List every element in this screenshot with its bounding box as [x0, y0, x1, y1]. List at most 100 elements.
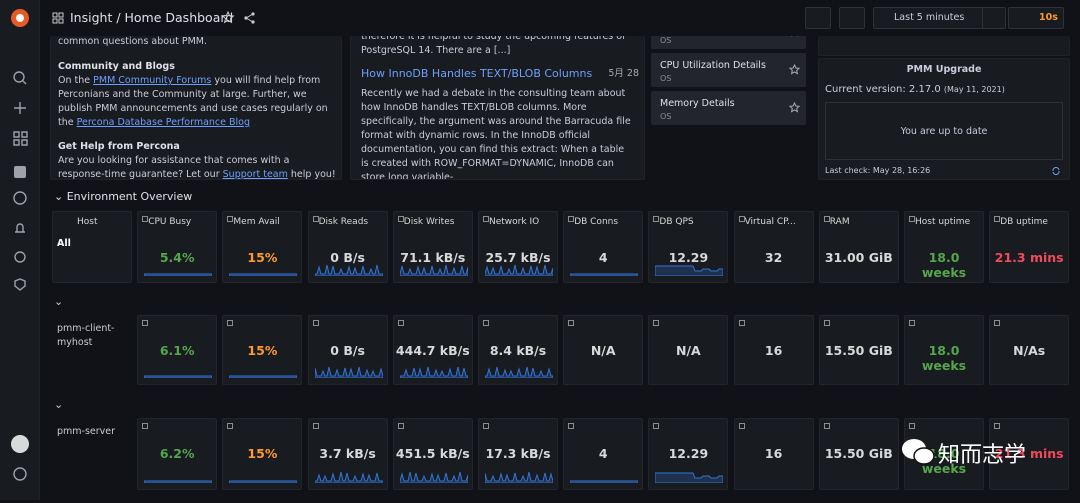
- stat-cell: N/A: [648, 315, 729, 385]
- news-date: 5月 28: [608, 68, 639, 79]
- panel-link-icon: [738, 320, 745, 326]
- refresh-check[interactable]: [1051, 166, 1061, 176]
- stat-value: 15%: [247, 446, 278, 461]
- watermark-text: 知而志学: [938, 443, 1027, 468]
- pmm-icon[interactable]: [14, 166, 26, 178]
- time-picker[interactable]: Last 5 minutes: [873, 7, 986, 29]
- settings-button[interactable]: [805, 7, 831, 29]
- star-icon[interactable]: [789, 36, 800, 37]
- upgrade-version: Current version: 2.17.0 (May 11, 2021): [825, 84, 1005, 95]
- stat-value: 25.7 kB/s: [485, 250, 551, 265]
- stat-cell: 18.0 weeks: [904, 418, 984, 490]
- panel-link-icon: [312, 423, 319, 429]
- link[interactable]: PMM Community Forums: [93, 75, 212, 86]
- stat-value: N/As: [1013, 343, 1046, 358]
- row-title: Environment Overview: [66, 190, 193, 203]
- dashboard-tag: OS: [660, 112, 672, 121]
- title-actions[interactable]: [222, 11, 258, 25]
- stat-cell: DB QPS 12.29: [648, 211, 729, 283]
- stat-cell: 0 B/s: [307, 315, 388, 385]
- stat-value: 16: [764, 343, 783, 358]
- sparkline: [570, 273, 639, 276]
- row-toggle: ⌄: [54, 398, 64, 411]
- panel-link-icon: [227, 216, 234, 222]
- grid-icon: [52, 12, 64, 24]
- column-header: Virtual CP...: [744, 217, 796, 227]
- stat-cell: 12.29: [648, 418, 729, 490]
- dashboard-item[interactable]: CPU Utilization Details OS: [651, 53, 806, 87]
- news-title[interactable]: How InnoDB Handles TEXT/BLOB Columns: [361, 67, 593, 80]
- panel-link-icon: [994, 423, 1001, 429]
- watermark-icon: [902, 439, 935, 465]
- section-heading: Get Help from Percona: [58, 141, 180, 152]
- news-previous: therefore it is helpful to study the upc…: [361, 36, 626, 56]
- text-segment: On the: [58, 75, 94, 86]
- panel-link-icon: [653, 216, 660, 222]
- info-content: common questions about PMM. Community and…: [58, 36, 338, 180]
- panel-link-icon: [994, 216, 1001, 222]
- column-header: DB Conns: [574, 217, 619, 227]
- help-icon[interactable]: [13, 467, 27, 481]
- column-header: Disk Writes: [403, 217, 455, 227]
- column-header: DB uptime: [1000, 217, 1048, 227]
- stat-value: 451.5 kB/s: [395, 446, 470, 461]
- panel-link-icon: [483, 320, 489, 326]
- version-date: (May 11, 2021): [943, 85, 1005, 94]
- sparkline: [144, 273, 213, 276]
- star-icon[interactable]: [789, 64, 800, 75]
- text-segment: help you! Already a customer?: [290, 169, 336, 180]
- row-toggle: ⌄: [54, 295, 64, 308]
- dashboard-item[interactable]: Home OverviewOS: [651, 36, 806, 49]
- dashboards-icon[interactable]: [13, 131, 28, 146]
- sparkline: [399, 264, 468, 276]
- stat-cell: 17.3 kB/s: [478, 418, 558, 490]
- alert-icon[interactable]: [15, 223, 25, 233]
- stat-cell: 15.50 GiB: [818, 315, 899, 385]
- refresh-interval: 10s: [1039, 12, 1058, 23]
- shield-icon[interactable]: [14, 278, 26, 291]
- stat-cell: 15%: [222, 315, 303, 385]
- sparkline: [485, 471, 553, 483]
- stat-value: 15.50 GiB: [824, 343, 893, 358]
- dashboard-tag: OS: [660, 74, 672, 83]
- stat-cell: Host: [52, 211, 132, 283]
- stat-cell: 8.4 kB/s: [478, 315, 558, 385]
- stat-value: 6.2%: [159, 446, 195, 461]
- explore-icon[interactable]: [13, 191, 27, 205]
- star-icon[interactable]: [789, 102, 800, 113]
- link[interactable]: Percona Database Performance Blog: [76, 117, 251, 128]
- refresh-picker[interactable]: 10s: [1008, 7, 1064, 29]
- stat-cell: 6.1%: [137, 315, 218, 385]
- panel-link-icon: [568, 320, 575, 326]
- stat-value: 21.3 mins: [994, 446, 1064, 461]
- stat-value: 4: [598, 446, 608, 461]
- stat-value: N/A: [590, 343, 616, 358]
- column-header: RAM: [829, 217, 850, 227]
- column-header: CPU Busy: [148, 217, 192, 227]
- host-name: pmm-client-myhost: [57, 323, 115, 348]
- config-icon[interactable]: [14, 251, 26, 263]
- tv-button[interactable]: [839, 7, 865, 29]
- avatar[interactable]: [11, 435, 29, 453]
- breadcrumb[interactable]: Insight / Home Dashboard: [70, 10, 234, 25]
- link[interactable]: Support team: [222, 169, 288, 180]
- section-heading: Community and Blogs: [58, 61, 175, 72]
- dashboard-item[interactable]: Memory Details OS: [651, 91, 806, 125]
- column-header: Disk Reads: [318, 217, 369, 227]
- row-header[interactable]: ⌄ Environment Overview: [54, 190, 193, 203]
- section-text: On the PMM Community Forums you will fin…: [58, 74, 338, 130]
- stat-cell: 444.7 kB/s: [392, 315, 473, 385]
- sparkline: [399, 471, 468, 483]
- sparkline: [144, 480, 213, 483]
- stat-cell: 16: [733, 418, 814, 490]
- zoom-out-button[interactable]: [982, 7, 1006, 29]
- sparkline: [229, 273, 298, 276]
- search-icon[interactable]: [13, 71, 25, 83]
- stat-value: N/A: [676, 343, 701, 358]
- stat-cell: 4: [563, 418, 644, 490]
- stat-value: 12.29: [668, 250, 709, 265]
- stat-cell: Network IO 25.7 kB/s: [478, 211, 558, 283]
- create-icon[interactable]: [14, 102, 26, 114]
- time-range: Last 5 minutes: [894, 12, 965, 23]
- stat-cell: 15.50 GiB: [818, 418, 899, 490]
